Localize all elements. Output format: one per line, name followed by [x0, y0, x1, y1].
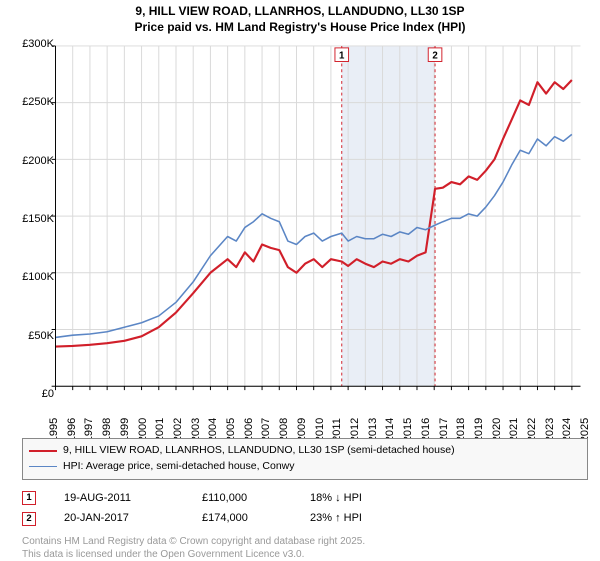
- sale-date: 20-JAN-2017: [64, 508, 174, 529]
- sale-date: 19-AUG-2011: [64, 488, 174, 509]
- sale-pct: 23% ↑ HPI: [310, 508, 400, 529]
- svg-text:2: 2: [432, 51, 438, 62]
- sale-pct: 18% ↓ HPI: [310, 488, 400, 509]
- y-tick-label: £100K: [22, 271, 54, 283]
- attribution-block: Contains HM Land Registry data © Crown c…: [22, 535, 588, 561]
- y-tick-label: £50K: [28, 330, 54, 342]
- legend-swatch: [29, 466, 57, 467]
- sale-row: 1 19-AUG-2011 £110,000 18% ↓ HPI: [22, 488, 588, 509]
- attribution-line-1: Contains HM Land Registry data © Crown c…: [22, 535, 588, 548]
- y-tick-label: £300K: [22, 38, 54, 50]
- sale-marker-icon: 2: [22, 512, 36, 526]
- sale-row: 2 20-JAN-2017 £174,000 23% ↑ HPI: [22, 508, 588, 529]
- title-line-1: 9, HILL VIEW ROAD, LLANRHOS, LLANDUDNO, …: [0, 4, 600, 20]
- chart-container: 9, HILL VIEW ROAD, LLANRHOS, LLANDUDNO, …: [0, 0, 600, 560]
- y-tick-label: £150K: [22, 213, 54, 225]
- y-tick-label: £0: [42, 388, 54, 400]
- legend-item: HPI: Average price, semi-detached house,…: [29, 459, 581, 475]
- chart-svg: 12: [48, 44, 588, 394]
- sale-price: £110,000: [202, 488, 282, 509]
- sale-marker-icon: 1: [22, 491, 36, 505]
- chart-plot-area: 12: [48, 44, 588, 394]
- y-tick-label: £250K: [22, 96, 54, 108]
- sale-marker-box: 1: [335, 48, 349, 62]
- chart-footer: 9, HILL VIEW ROAD, LLANRHOS, LLANDUDNO, …: [22, 438, 588, 561]
- title-line-2: Price paid vs. HM Land Registry's House …: [0, 20, 600, 36]
- sale-marker-box: 2: [428, 48, 442, 62]
- svg-text:1: 1: [339, 51, 345, 62]
- sale-price: £174,000: [202, 508, 282, 529]
- legend-box: 9, HILL VIEW ROAD, LLANRHOS, LLANDUDNO, …: [22, 438, 588, 480]
- y-tick-label: £200K: [22, 155, 54, 167]
- legend-item: 9, HILL VIEW ROAD, LLANRHOS, LLANDUDNO, …: [29, 443, 581, 459]
- title-block: 9, HILL VIEW ROAD, LLANRHOS, LLANDUDNO, …: [0, 0, 600, 37]
- attribution-line-2: This data is licensed under the Open Gov…: [22, 548, 588, 561]
- legend-label: HPI: Average price, semi-detached house,…: [63, 459, 295, 475]
- legend-swatch: [29, 450, 57, 452]
- sales-table: 1 19-AUG-2011 £110,000 18% ↓ HPI 2 20-JAN-201…: [22, 488, 588, 530]
- legend-label: 9, HILL VIEW ROAD, LLANRHOS, LLANDUDNO, …: [63, 443, 455, 459]
